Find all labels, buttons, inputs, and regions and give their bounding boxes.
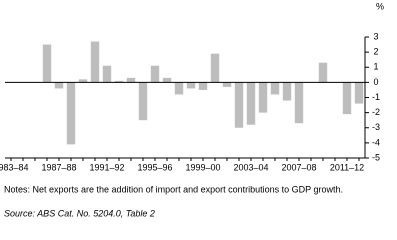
bar — [66, 82, 76, 145]
bar — [270, 82, 280, 95]
y-tick-label: -3 — [372, 122, 380, 132]
bar — [246, 82, 256, 125]
y-tick-label: -2 — [372, 107, 380, 117]
x-tick-label: 2003–04 — [233, 162, 268, 172]
x-tick-label: 2007–08 — [281, 162, 316, 172]
bar — [198, 82, 208, 90]
x-tick-label: 1987–88 — [41, 162, 76, 172]
bar — [42, 44, 52, 83]
y-tick-label: 0 — [373, 77, 378, 87]
y-tick-label: 3 — [373, 31, 378, 41]
bar — [78, 79, 88, 83]
bar — [90, 41, 100, 83]
y-tick-label: 1 — [373, 62, 378, 72]
bar — [294, 82, 304, 124]
x-tick-label: 1983–84 — [0, 162, 29, 172]
bar — [174, 82, 184, 95]
notes: Notes: Net exports are the addition of i… — [4, 184, 343, 194]
bar — [318, 62, 328, 83]
bar — [102, 65, 112, 83]
bar — [258, 82, 268, 113]
x-tick-label: 1999–00 — [185, 162, 220, 172]
x-tick-label: 1995–96 — [137, 162, 172, 172]
y-tick-label: 2 — [373, 47, 378, 57]
bar — [150, 65, 160, 83]
bar — [54, 82, 64, 89]
bar — [114, 80, 124, 83]
y-tick-label: -4 — [372, 137, 380, 147]
source: Source: ABS Cat. No. 5204.0, Table 2 — [4, 208, 155, 218]
bar — [354, 82, 364, 104]
bar — [138, 82, 148, 121]
x-tick-label: 2011–12 — [330, 162, 364, 172]
y-unit: % — [376, 1, 384, 11]
x-tick-label: 1991–92 — [89, 162, 124, 172]
y-tick-label: -1 — [372, 92, 380, 102]
bar — [162, 77, 172, 83]
bar — [210, 53, 220, 83]
bar — [126, 77, 136, 83]
bar — [222, 82, 232, 87]
y-tick-label: -5 — [372, 152, 380, 162]
bar — [234, 82, 244, 128]
bar — [342, 82, 352, 115]
bar — [186, 82, 196, 89]
chart: % Notes: Net exports are the addition of… — [0, 1, 384, 218]
bar — [282, 82, 292, 101]
